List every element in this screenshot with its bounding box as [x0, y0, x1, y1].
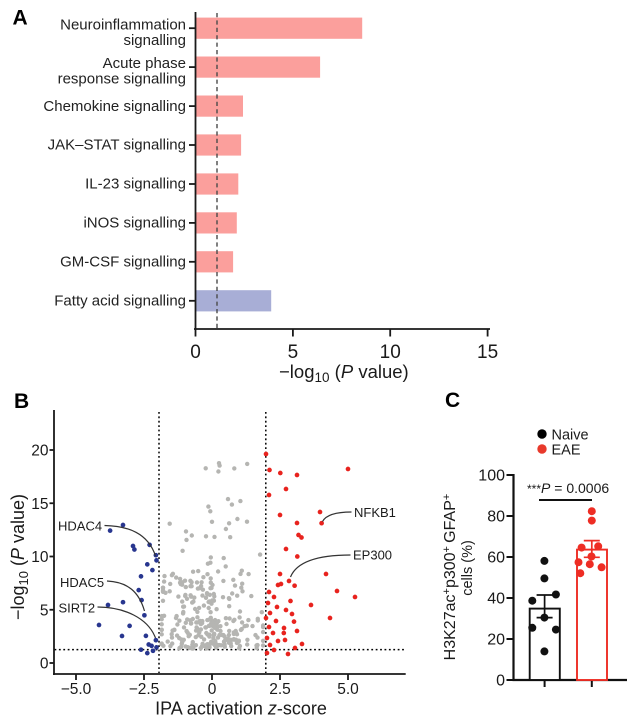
svg-text:IL-23 signalling: IL-23 signalling — [85, 176, 186, 193]
svg-text:cells (%): cells (%) — [460, 540, 476, 596]
svg-text:20: 20 — [31, 443, 49, 460]
svg-text:−log10 (P value): −log10 (P value) — [279, 361, 409, 385]
svg-text:40: 40 — [487, 591, 505, 608]
svg-text:SIRT2: SIRT2 — [59, 601, 96, 616]
svg-text:iNOS signalling: iNOS signalling — [83, 215, 186, 232]
svg-text:0: 0 — [496, 673, 505, 690]
svg-text:−5.0: −5.0 — [61, 681, 92, 698]
svg-text:Naive: Naive — [552, 428, 589, 444]
svg-text:Fatty acid signalling: Fatty acid signalling — [54, 293, 186, 310]
svg-text:80: 80 — [487, 509, 505, 526]
svg-text:JAK–STAT signalling: JAK–STAT signalling — [48, 137, 186, 154]
svg-text:20: 20 — [487, 632, 505, 649]
svg-text:HDAC5: HDAC5 — [60, 575, 104, 590]
svg-text:response signalling: response signalling — [58, 71, 186, 88]
svg-text:NFKB1: NFKB1 — [354, 505, 396, 520]
svg-text:0: 0 — [40, 656, 49, 673]
svg-text:5: 5 — [288, 342, 299, 363]
svg-text:C: C — [445, 389, 460, 412]
svg-text:−log10 (P value): −log10 (P value) — [8, 494, 31, 620]
svg-text:signalling: signalling — [123, 32, 186, 49]
svg-text:15: 15 — [31, 496, 48, 513]
svg-text:2.5: 2.5 — [269, 681, 291, 698]
svg-text:0: 0 — [208, 681, 217, 698]
svg-text:−2.5: −2.5 — [129, 681, 160, 698]
svg-text:A: A — [13, 7, 28, 30]
svg-text:EAE: EAE — [552, 443, 581, 459]
svg-text:100: 100 — [478, 468, 505, 485]
svg-text:5.0: 5.0 — [337, 681, 359, 698]
svg-text:EP300: EP300 — [353, 548, 392, 563]
svg-text:5: 5 — [40, 602, 49, 619]
svg-text:60: 60 — [487, 550, 505, 567]
svg-text:10: 10 — [31, 549, 49, 566]
svg-text:***P = 0.0006: ***P = 0.0006 — [527, 480, 609, 496]
svg-text:Neuroinflammation: Neuroinflammation — [60, 16, 186, 33]
svg-text:0: 0 — [190, 342, 201, 363]
svg-text:GM-CSF signalling: GM-CSF signalling — [60, 254, 186, 271]
svg-text:10: 10 — [380, 342, 401, 363]
svg-text:Chemokine signalling: Chemokine signalling — [43, 98, 186, 115]
svg-text:Acute phase: Acute phase — [103, 55, 186, 72]
svg-text:H3K27ac+p300+ GFAP+: H3K27ac+p300+ GFAP+ — [441, 494, 459, 661]
svg-text:HDAC4: HDAC4 — [58, 519, 102, 534]
svg-text:15: 15 — [477, 342, 498, 363]
svg-text:B: B — [14, 390, 29, 413]
svg-text:IPA activation z-score: IPA activation z-score — [155, 699, 327, 719]
